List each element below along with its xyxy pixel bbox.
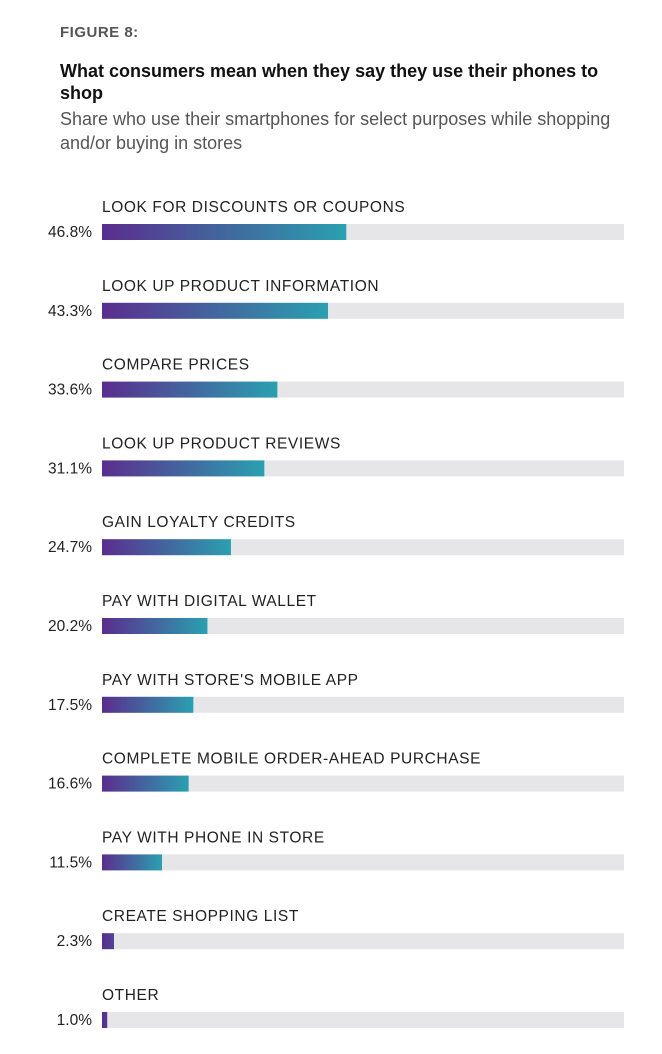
bar xyxy=(102,460,265,477)
value-label: 24.7% xyxy=(48,539,92,556)
category-label: OTHER xyxy=(102,987,159,1004)
category-label: PAY WITH STORE'S MOBILE APP xyxy=(102,672,359,689)
value-label: 2.3% xyxy=(57,933,93,950)
category-label: LOOK UP PRODUCT REVIEWS xyxy=(102,435,341,452)
category-label: PAY WITH PHONE IN STORE xyxy=(102,829,325,846)
value-label: 33.6% xyxy=(48,382,92,399)
bar-track xyxy=(102,618,624,634)
value-label: 46.8% xyxy=(48,224,92,241)
value-label: 17.5% xyxy=(48,697,92,714)
value-label: 31.1% xyxy=(48,460,92,477)
bar xyxy=(102,381,278,398)
bar xyxy=(102,854,163,871)
category-label: LOOK FOR DISCOUNTS OR COUPONS xyxy=(102,199,405,216)
category-label: LOOK UP PRODUCT INFORMATION xyxy=(102,278,379,295)
bar xyxy=(102,539,231,556)
bar xyxy=(102,696,194,713)
bar xyxy=(102,1012,108,1028)
category-label: PAY WITH DIGITAL WALLET xyxy=(102,593,317,610)
value-label: 16.6% xyxy=(48,776,92,793)
value-label: 43.3% xyxy=(48,303,92,320)
bar xyxy=(102,224,347,240)
value-label: 20.2% xyxy=(48,618,92,635)
category-label: COMPARE PRICES xyxy=(102,357,250,374)
value-label: 1.0% xyxy=(57,1012,93,1029)
category-label: GAIN LOYALTY CREDITS xyxy=(102,514,296,531)
bar-track xyxy=(102,1012,624,1028)
chart-title: What consumers mean when they say they u… xyxy=(60,61,599,103)
bar-track xyxy=(102,933,624,950)
bar xyxy=(102,775,189,792)
bar-track xyxy=(102,854,624,871)
value-label: 11.5% xyxy=(49,854,92,871)
bar xyxy=(102,933,115,950)
chart-subtitle: Share who use their smartphones for sele… xyxy=(60,109,611,153)
figure-label: FIGURE 8: xyxy=(60,24,139,41)
category-label: CREATE SHOPPING LIST xyxy=(102,908,299,925)
bar xyxy=(102,618,208,634)
bar xyxy=(102,302,329,319)
category-label: COMPLETE MOBILE ORDER-AHEAD PURCHASE xyxy=(102,751,481,768)
bar-track xyxy=(102,696,624,713)
bar-track xyxy=(102,775,624,792)
bar-track xyxy=(102,539,624,556)
